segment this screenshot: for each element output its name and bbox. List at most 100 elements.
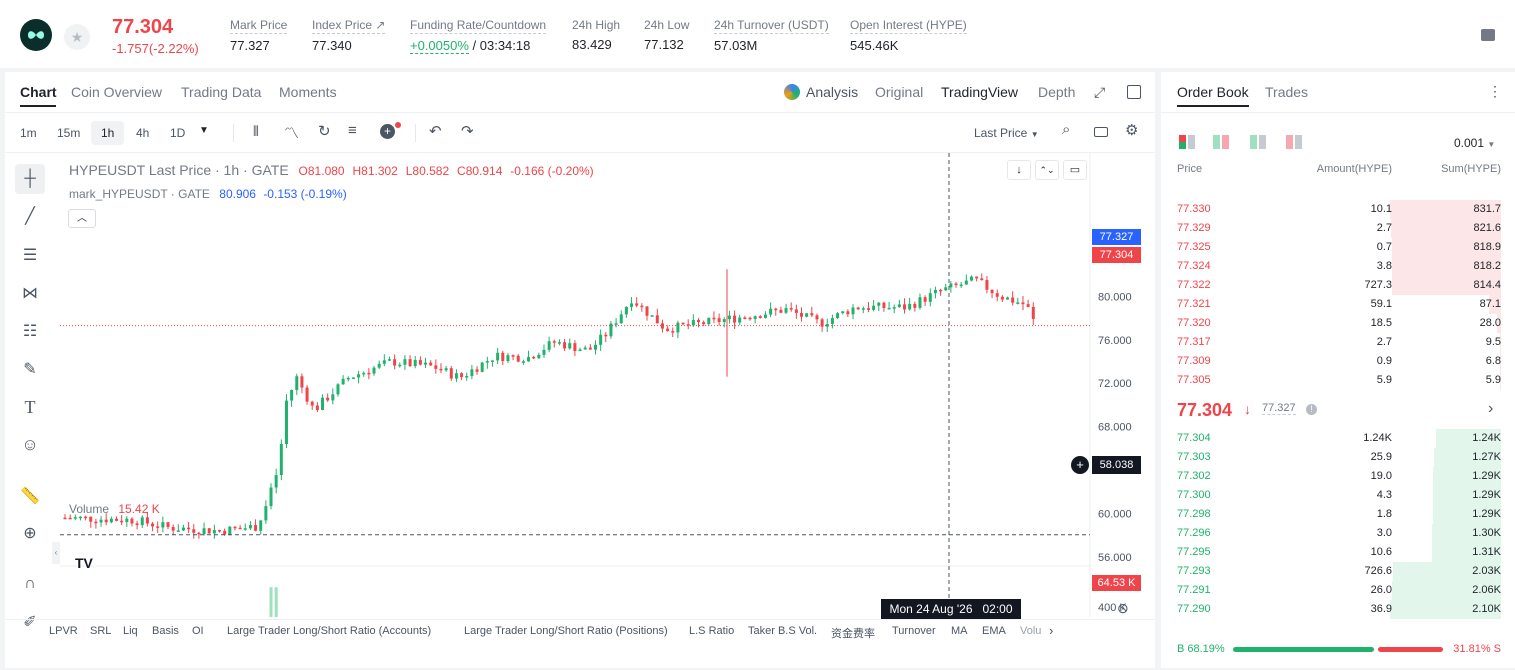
zoom-in-tool-icon[interactable]: ⊕ — [23, 525, 37, 542]
bid-row[interactable]: 77.291 26.0 2.06K — [1177, 581, 1501, 600]
tf-1h[interactable]: 1h — [91, 121, 125, 145]
indicator-taker-vol[interactable]: Taker B.S Vol. — [748, 625, 818, 637]
undo-icon[interactable]: ↶ — [429, 123, 442, 140]
tab-coin-overview[interactable]: Coin Overview — [71, 84, 163, 100]
ask-row[interactable]: 77.325 0.7 818.9 — [1177, 238, 1501, 257]
analysis-button[interactable]: Analysis — [806, 84, 859, 100]
candle-body — [490, 360, 494, 362]
bid-row[interactable]: 77.293 726.6 2.03K — [1177, 562, 1501, 581]
add-indicator-icon[interactable]: + — [380, 124, 395, 139]
ask-row[interactable]: 77.317 2.7 9.5 — [1177, 333, 1501, 352]
stat-index-price[interactable]: Index Price ↗ 77.340 — [312, 18, 386, 53]
depth-button[interactable]: Depth — [1038, 84, 1076, 100]
ask-row[interactable]: 77.324 3.8 818.2 — [1177, 257, 1501, 276]
bid-row[interactable]: 77.304 1.24K 1.24K — [1177, 429, 1501, 448]
tf-1m[interactable]: 1m — [20, 126, 37, 140]
expand-icon[interactable]: ⤢ — [1094, 84, 1106, 100]
scroll-right-icon[interactable]: › — [1049, 623, 1054, 638]
indicator-lt-positions[interactable]: Large Trader Long/Short Ratio (Positions… — [464, 625, 668, 637]
brush-tool-icon[interactable]: ✎ — [23, 361, 37, 378]
indicator-liq[interactable]: Liq — [123, 625, 138, 637]
emoji-tool-icon[interactable]: ☺ — [21, 435, 39, 454]
indicator-oi[interactable]: OI — [192, 625, 204, 637]
tab-trading-data[interactable]: Trading Data — [181, 84, 262, 100]
collapse-toolbar-icon[interactable]: ‹ — [52, 542, 60, 564]
bid-row[interactable]: 77.303 25.9 1.27K — [1177, 448, 1501, 467]
magnet-tool-icon[interactable]: ∩ — [24, 575, 36, 592]
indicator-ls-ratio[interactable]: L.S Ratio — [689, 625, 735, 637]
timeframe-dropdown-icon[interactable]: ▼ — [199, 125, 209, 136]
collapse-legend-button[interactable]: ︿ — [68, 209, 96, 228]
text-tool-icon[interactable]: T — [24, 396, 36, 417]
indicator-ema[interactable]: EMA — [982, 625, 1006, 637]
parallel-lines-tool-icon[interactable]: ☰ — [22, 247, 38, 264]
ask-row[interactable]: 77.309 0.9 6.8 — [1177, 352, 1501, 371]
bid-row[interactable]: 77.296 3.0 1.30K — [1177, 524, 1501, 543]
indicator-lt-accounts[interactable]: Large Trader Long/Short Ratio (Accounts) — [227, 625, 432, 637]
indicator-srl[interactable]: SRL — [90, 625, 112, 637]
precision-select[interactable]: 0.001 ▼ — [1454, 136, 1496, 150]
view-bids-icon[interactable] — [1250, 135, 1266, 149]
crosshair-tool-icon[interactable]: ┼ — [15, 164, 45, 194]
chevron-right-icon[interactable]: › — [1488, 400, 1494, 417]
stat-mark-price[interactable]: Mark Price 77.327 — [230, 18, 288, 53]
tab-moments[interactable]: Moments — [279, 84, 337, 100]
indicator-volume[interactable]: Volu — [1020, 625, 1042, 637]
candlestick-chart[interactable]: 84.00080.00076.00072.00068.00064.00060.0… — [5, 153, 1155, 617]
maximize-pane-button[interactable]: ▭ — [1063, 160, 1087, 180]
scroll-down-button[interactable]: ↓ — [1007, 160, 1031, 180]
view-both-icon[interactable] — [1179, 135, 1195, 149]
ask-row[interactable]: 77.305 5.9 5.9 — [1177, 371, 1501, 390]
bid-row[interactable]: 77.302 19.0 1.29K — [1177, 467, 1501, 486]
stat-funding-rate[interactable]: Funding Rate/Countdown +0.0050% / 03:34:… — [410, 18, 547, 54]
trendline-tool-icon[interactable]: ╱ — [25, 208, 35, 225]
camera-icon[interactable] — [1094, 127, 1108, 137]
original-button[interactable]: Original — [875, 84, 924, 100]
tradingview-button[interactable]: TradingView — [941, 84, 1019, 100]
fib-tool-icon[interactable]: ☷ — [22, 323, 38, 340]
tf-1d[interactable]: 1D — [170, 126, 186, 140]
ask-row[interactable]: 77.322 727.3 814.4 — [1177, 276, 1501, 295]
gear-icon[interactable]: ⚙ — [1125, 122, 1139, 139]
indicator-basis[interactable]: Basis — [152, 625, 179, 637]
eraser-tool-icon[interactable]: ✐ — [23, 614, 37, 631]
bid-row[interactable]: 77.298 1.8 1.29K — [1177, 505, 1501, 524]
indicators-icon[interactable]: 〽 — [284, 125, 300, 142]
redo-icon[interactable]: ↷ — [461, 123, 474, 140]
price-type-select[interactable]: Last Price ▼ — [974, 126, 1039, 140]
add-alert-icon[interactable]: + — [1071, 456, 1089, 474]
ask-row[interactable]: 77.321 59.1 87.1 — [1177, 295, 1501, 314]
view-asks-icon[interactable] — [1286, 135, 1302, 149]
tab-order-book[interactable]: Order Book — [1177, 84, 1249, 100]
stat-open-interest[interactable]: Open Interest (HYPE) 545.46K — [850, 18, 967, 53]
tf-4h[interactable]: 4h — [136, 126, 150, 140]
tf-15m[interactable]: 15m — [57, 126, 81, 140]
book-icon[interactable] — [1481, 29, 1495, 41]
candle-type-icon[interactable]: ⫴ — [253, 123, 259, 139]
scale-settings-icon[interactable]: ⊙ — [1117, 600, 1129, 616]
tab-trades[interactable]: Trades — [1265, 84, 1309, 100]
bid-row[interactable]: 77.295 10.6 1.31K — [1177, 543, 1501, 562]
indicator-turnover[interactable]: Turnover — [892, 625, 936, 637]
tab-chart[interactable]: Chart — [20, 84, 57, 100]
search-icon[interactable]: ⌕ — [1062, 121, 1071, 138]
indicator-lpvr[interactable]: LPVR — [49, 625, 78, 637]
stat-24h-turnover[interactable]: 24h Turnover (USDT) 57.03M — [714, 18, 829, 53]
ask-row[interactable]: 77.330 10.1 831.7 — [1177, 200, 1501, 219]
ruler-tool-icon[interactable]: 📏 — [20, 488, 40, 505]
favorite-star-icon[interactable]: ★ — [64, 24, 90, 50]
refresh-icon[interactable]: ↻ — [318, 123, 331, 140]
depth-bar — [1392, 276, 1501, 295]
pattern-tool-icon[interactable]: ⋈ — [22, 285, 38, 302]
indicator-funding[interactable]: 资金费率 — [831, 628, 875, 640]
indicator-ma[interactable]: MA — [951, 625, 968, 637]
view-split-icon[interactable] — [1213, 135, 1229, 149]
template-icon[interactable]: ≡ — [348, 122, 357, 139]
collapse-pane-button[interactable]: ⌃⌄ — [1035, 160, 1059, 180]
ask-row[interactable]: 77.320 18.5 28.0 — [1177, 314, 1501, 333]
window-icon[interactable] — [1127, 85, 1141, 99]
bid-row[interactable]: 77.290 36.9 2.10K — [1177, 600, 1501, 619]
more-icon[interactable]: ⋮ — [1488, 83, 1502, 99]
bid-row[interactable]: 77.300 4.3 1.29K — [1177, 486, 1501, 505]
ask-row[interactable]: 77.329 2.7 821.6 — [1177, 219, 1501, 238]
